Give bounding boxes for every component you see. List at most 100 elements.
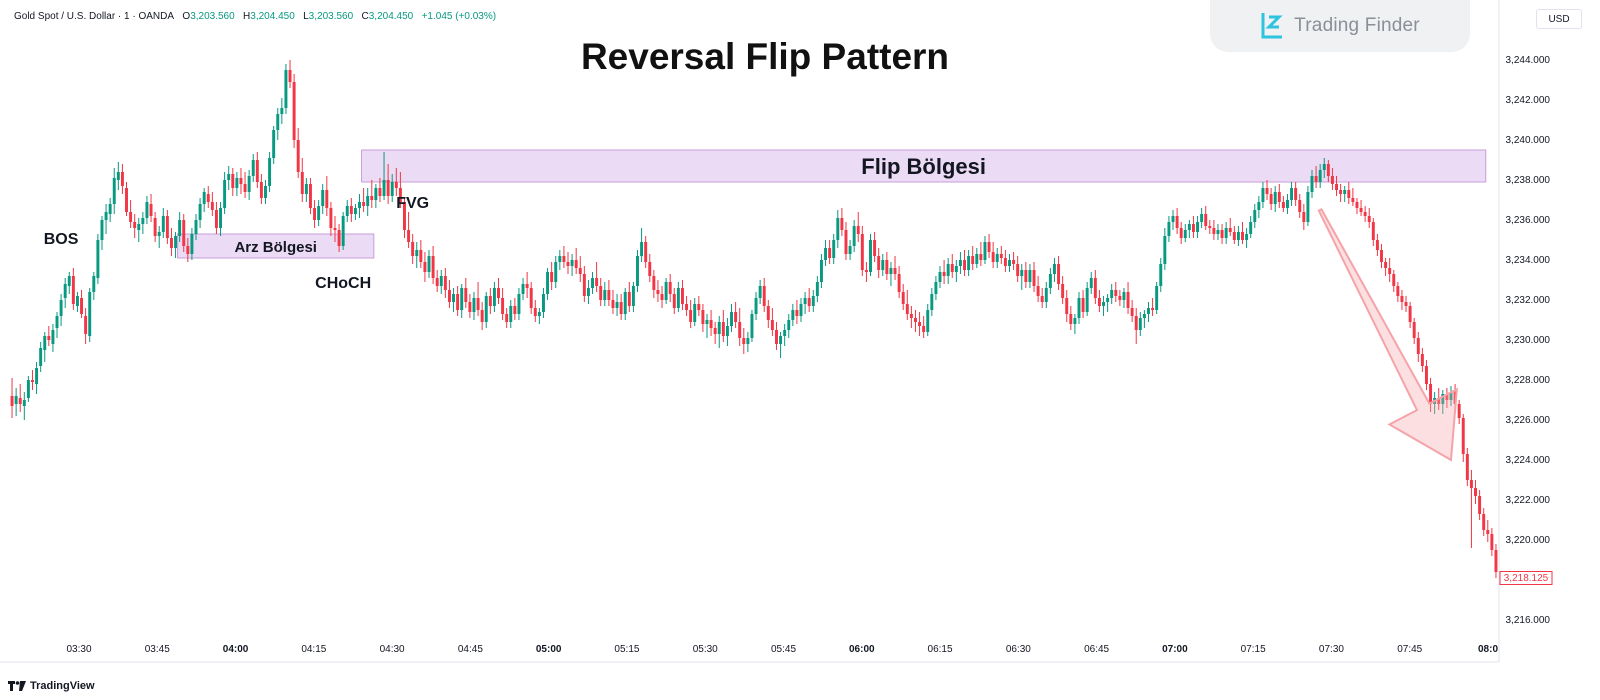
candle-body (308, 184, 312, 208)
candle-body (905, 304, 909, 314)
candle-body (958, 260, 962, 266)
candle-body (1380, 250, 1383, 262)
x-tick-label: 03:30 (66, 644, 91, 655)
candle-body (366, 196, 370, 206)
candle-body (1110, 290, 1114, 298)
x-tick-label: 04:15 (301, 644, 326, 655)
candle-body (852, 226, 856, 246)
candle-body (1167, 222, 1171, 236)
candle-body (546, 272, 550, 294)
candle-body (1478, 496, 1482, 514)
candle-body (1269, 194, 1273, 204)
candle-body (1114, 290, 1118, 296)
candle-body (272, 130, 276, 158)
candle-body (697, 304, 701, 310)
y-tick-label: 3,232.000 (1506, 295, 1551, 306)
candle-body (746, 338, 750, 344)
candle-body (1404, 302, 1408, 306)
x-tick-label: 05:45 (771, 644, 796, 655)
y-tick-label: 3,216.000 (1506, 615, 1551, 626)
candle-body (1339, 190, 1343, 194)
candle-body (509, 306, 513, 322)
candle-body (325, 190, 329, 208)
candle-body (775, 330, 778, 344)
candle-body (1020, 270, 1024, 276)
candle-body (484, 296, 488, 322)
candle-body (1363, 212, 1367, 216)
candle-body (1200, 214, 1204, 222)
candle-body (668, 282, 672, 294)
candle-body (1396, 286, 1400, 296)
candle-body (709, 320, 713, 328)
candle-body (554, 262, 558, 282)
candle-body (819, 260, 823, 282)
candle-body (1457, 404, 1461, 418)
candle-body (231, 174, 235, 188)
y-tick-label: 3,244.000 (1506, 55, 1551, 66)
candle-body (456, 294, 460, 310)
candle-body (975, 254, 979, 264)
candle-body (353, 208, 357, 214)
candle-body (55, 316, 59, 328)
candle-body (987, 242, 991, 252)
candle-body (586, 288, 590, 296)
candle-body (423, 262, 427, 272)
y-tick-label: 3,234.000 (1506, 255, 1551, 266)
candle-body (979, 254, 983, 260)
x-tick-label: 06:00 (849, 644, 875, 655)
candle-body (664, 282, 668, 300)
x-tick-label: 06:45 (1084, 644, 1109, 655)
candle-body (922, 326, 926, 332)
candle-body (1241, 232, 1244, 240)
candle-body (112, 178, 116, 204)
candle-body (758, 286, 762, 298)
candle-body (1106, 298, 1110, 302)
candle-body (860, 234, 864, 270)
candle-body (1392, 274, 1396, 286)
tradingview-footer: TradingView (8, 680, 95, 692)
candle-body (721, 322, 725, 336)
candle-body (607, 290, 611, 300)
candle-body (963, 260, 966, 270)
candle-body (1065, 298, 1069, 314)
candle-body (1040, 296, 1044, 302)
candle-body (374, 188, 378, 200)
candle-body (247, 176, 251, 192)
x-tick-label: 07:00 (1162, 644, 1188, 655)
candle-body (648, 262, 652, 276)
candle-body (623, 292, 627, 314)
candle-body (67, 276, 71, 286)
candle-body (472, 298, 476, 312)
candle-body (1159, 264, 1163, 286)
candle-body (1044, 288, 1048, 302)
candle-body (864, 270, 868, 272)
candle-body (1151, 308, 1155, 310)
candle-body (631, 286, 635, 306)
close-value: 3,204.450 (368, 11, 414, 22)
candle-body (1057, 264, 1061, 284)
candle-body (276, 114, 280, 130)
candle-body (656, 290, 660, 294)
candle-body (1130, 308, 1134, 316)
candle-body (1298, 200, 1302, 212)
candle-body (1249, 222, 1253, 234)
candle-body (1163, 236, 1167, 264)
candle-body (1085, 288, 1089, 312)
candle-body (542, 294, 545, 312)
candle-body (415, 250, 419, 256)
y-tick-label: 3,226.000 (1506, 415, 1551, 426)
candle-body (938, 272, 942, 282)
candle-body (304, 184, 308, 194)
candle-body (1118, 296, 1122, 300)
candle-body (129, 212, 133, 222)
candle-body (652, 276, 656, 290)
candle-body (730, 312, 733, 326)
candle-body (701, 310, 705, 324)
candle-body (1322, 164, 1326, 170)
candle-body (1424, 366, 1428, 384)
currency-button[interactable]: USD (1536, 9, 1582, 29)
candle-body (370, 196, 374, 200)
candle-body (791, 310, 795, 320)
candle-body (1245, 234, 1249, 240)
candle-body (1306, 192, 1310, 222)
